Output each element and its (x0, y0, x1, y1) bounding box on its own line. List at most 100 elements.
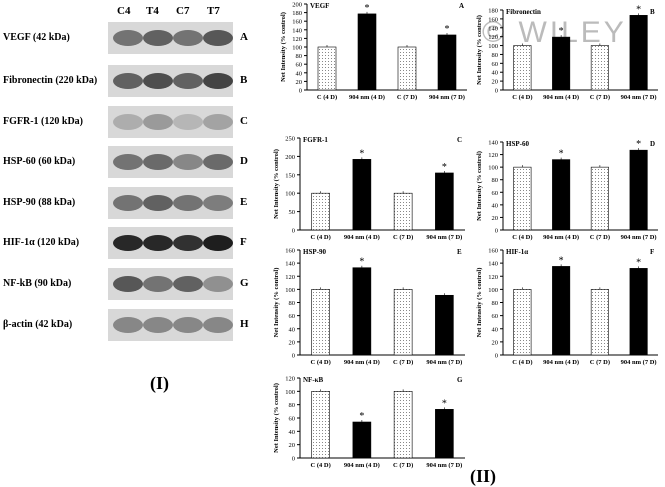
bar (393, 391, 413, 459)
y-tick-label: 40 (289, 429, 296, 436)
blot-strip (108, 227, 233, 259)
bar (393, 289, 413, 356)
y-tick-label: 80 (492, 177, 499, 184)
bar (352, 267, 372, 356)
lane-header-t7: T7 (207, 5, 220, 17)
y-tick-label: 80 (289, 300, 296, 307)
bar (552, 159, 571, 231)
y-tick-label: 20 (296, 79, 303, 86)
y-tick-label: 150 (285, 172, 295, 179)
y-tick-label: 120 (285, 274, 295, 281)
y-tick-label: 40 (296, 70, 303, 77)
chart-letter: F (650, 248, 654, 256)
blot-band (143, 73, 173, 89)
bar (317, 46, 337, 91)
category-label: C (4 D) (512, 359, 532, 366)
y-tick-label: 140 (285, 261, 295, 268)
y-tick-label: 200 (285, 154, 295, 161)
blot-band (143, 235, 173, 251)
category-label: 904 nm (4 D) (349, 94, 385, 101)
y-tick-label: 60 (296, 62, 303, 69)
y-tick-label: 140 (292, 27, 302, 34)
bar (437, 34, 457, 91)
blot-strip (108, 309, 233, 341)
category-label: 904 nm (7 D) (429, 94, 465, 101)
blot-band (173, 154, 203, 170)
blot-label: NF-kB (90 kDa) (3, 278, 72, 289)
y-tick-label: 100 (285, 389, 295, 396)
chart-title: NF-κB (303, 376, 324, 384)
chart-letter: G (457, 376, 463, 384)
blot-band (173, 235, 203, 251)
y-tick-label: 100 (488, 287, 498, 294)
blot-band (113, 154, 143, 170)
significance-star: * (559, 255, 564, 266)
y-tick-label: 100 (292, 45, 302, 52)
significance-star: * (359, 148, 364, 159)
category-label: 904 nm (7 D) (426, 462, 462, 469)
y-tick-label: 60 (289, 416, 296, 423)
blot-panel-letter: F (240, 236, 247, 248)
y-tick-label: 100 (488, 43, 498, 50)
bar (435, 294, 454, 356)
chart-letter: D (650, 140, 655, 148)
y-tick-label: 120 (292, 36, 302, 43)
category-label: 904 nm (4 D) (543, 359, 579, 366)
category-label: C (7 D) (397, 94, 417, 101)
bar (552, 266, 571, 356)
chart-title: Fibronectin (506, 8, 541, 16)
blot-band (143, 276, 173, 292)
category-label: C (7 D) (590, 359, 610, 366)
y-tick-label: 160 (488, 248, 498, 255)
blot-label: Fibronectin (220 kDa) (3, 75, 98, 86)
blot-band (113, 195, 143, 211)
category-label: C (4 D) (317, 94, 337, 101)
bar (311, 391, 330, 459)
blot-band (143, 30, 173, 46)
y-tick-label: 160 (285, 248, 295, 255)
blot-strip (108, 268, 233, 300)
category-label: C (4 D) (311, 462, 331, 469)
y-tick-label: 100 (285, 191, 295, 198)
blot-panel-letter: D (240, 155, 248, 167)
significance-star: * (359, 411, 364, 422)
bar (513, 166, 532, 231)
y-axis-label: Net Intensity (% control) (273, 149, 280, 219)
bar (435, 172, 454, 231)
y-tick-label: 80 (492, 300, 499, 307)
category-label: 904 nm (7 D) (426, 359, 462, 366)
lane-header-c7: C7 (176, 5, 190, 17)
y-tick-label: 180 (488, 8, 498, 15)
bar (352, 421, 372, 459)
chart-title: FGFR-1 (303, 136, 328, 144)
bar (629, 268, 648, 356)
blot-band (143, 195, 173, 211)
y-tick-label: 40 (492, 326, 499, 333)
y-axis-label: Net Intensity (% control) (280, 12, 287, 82)
category-label: 904 nm (7 D) (621, 359, 657, 366)
significance-star: * (559, 26, 564, 37)
blot-band (173, 276, 203, 292)
y-tick-label: 20 (492, 339, 499, 346)
blot-band (173, 114, 203, 130)
chart-title: VEGF (310, 2, 329, 10)
bar (357, 13, 377, 91)
blot-band (113, 73, 143, 89)
blot-panel-letter: G (240, 277, 249, 289)
y-tick-label: 80 (296, 53, 303, 60)
blot-panel-letter: A (240, 31, 248, 43)
blot-band (203, 30, 233, 46)
y-tick-label: 120 (285, 376, 295, 383)
significance-star: * (445, 24, 450, 35)
blot-band (143, 317, 173, 333)
blot-band (173, 73, 203, 89)
blot-band (203, 276, 233, 292)
bar (629, 149, 648, 231)
category-label: C (4 D) (512, 94, 532, 101)
bar (397, 46, 417, 91)
y-tick-label: 120 (488, 152, 498, 159)
category-label: 904 nm (4 D) (344, 462, 380, 469)
bar (629, 15, 648, 91)
lane-header-c4: C4 (117, 5, 131, 17)
